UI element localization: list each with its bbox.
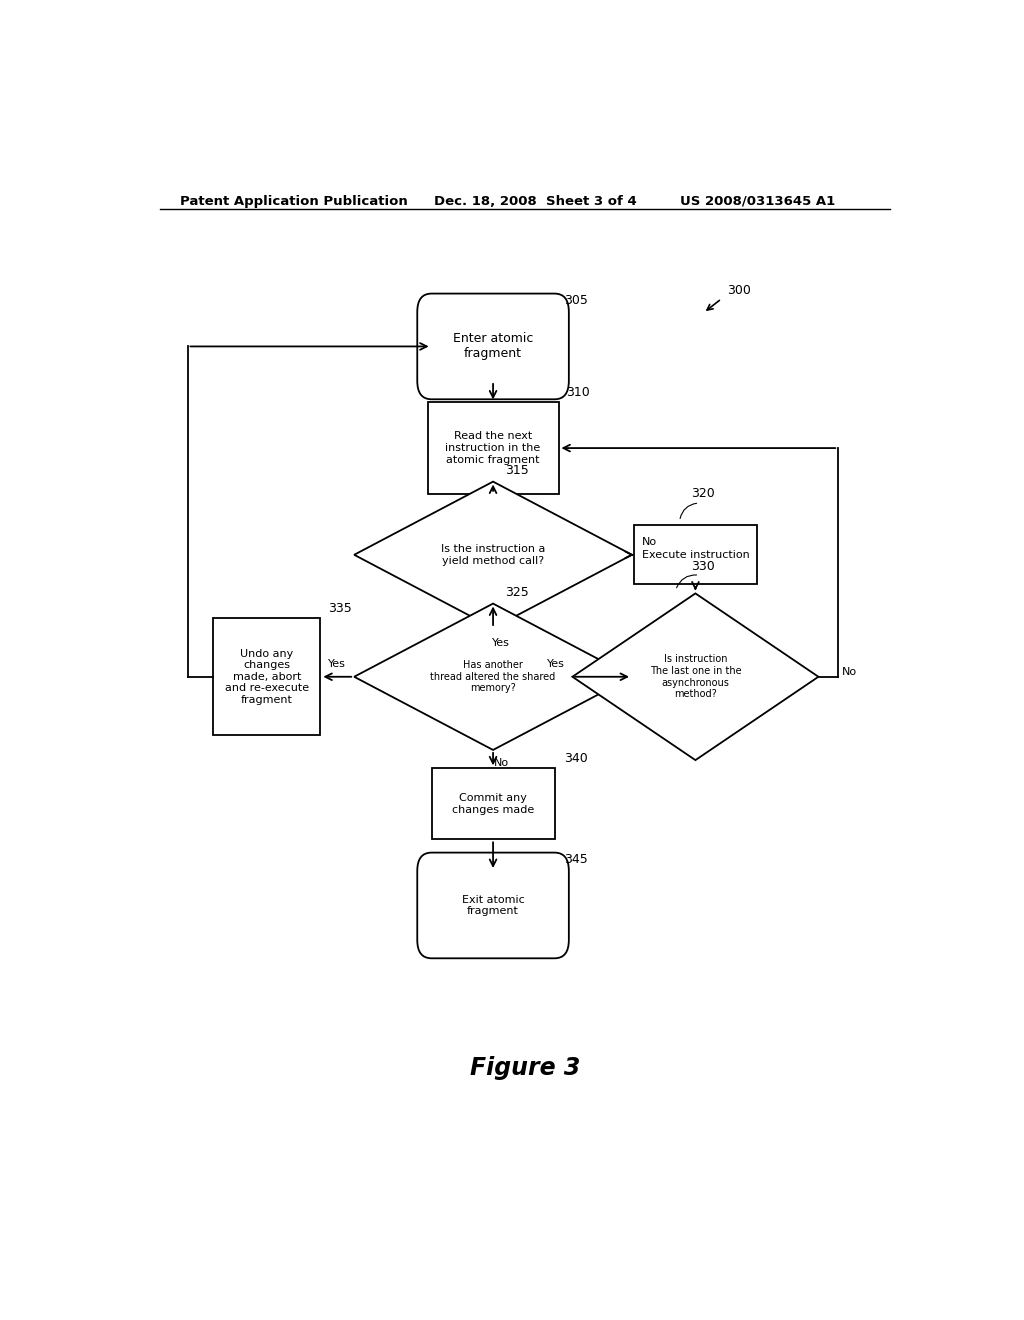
Text: Yes: Yes (547, 659, 564, 669)
Text: 315: 315 (505, 463, 528, 477)
Text: No: No (842, 667, 857, 677)
Text: Yes: Yes (329, 659, 346, 669)
Text: Is instruction
The last one in the
asynchronous
method?: Is instruction The last one in the async… (649, 655, 741, 700)
Text: Execute instruction: Execute instruction (642, 550, 750, 560)
Bar (428, 403, 558, 494)
Text: 335: 335 (329, 602, 352, 615)
Text: Commit any
changes made: Commit any changes made (452, 793, 535, 814)
FancyBboxPatch shape (417, 293, 569, 399)
Text: Yes: Yes (493, 638, 510, 648)
Polygon shape (354, 482, 632, 628)
Text: Patent Application Publication: Patent Application Publication (179, 194, 408, 207)
Text: Dec. 18, 2008  Sheet 3 of 4: Dec. 18, 2008 Sheet 3 of 4 (433, 194, 636, 207)
Text: 340: 340 (564, 752, 588, 766)
Text: Has another
thread altered the shared
memory?: Has another thread altered the shared me… (430, 660, 556, 693)
Text: Is the instruction a
yield method call?: Is the instruction a yield method call? (441, 544, 545, 565)
Text: 305: 305 (564, 294, 588, 306)
Text: 310: 310 (566, 387, 590, 399)
FancyBboxPatch shape (417, 853, 569, 958)
Text: 345: 345 (564, 853, 588, 866)
Bar (431, 768, 555, 840)
Text: Read the next
instruction in the
atomic fragment: Read the next instruction in the atomic … (445, 432, 541, 465)
Text: Figure 3: Figure 3 (470, 1056, 580, 1080)
Text: 320: 320 (691, 487, 715, 500)
Text: No: No (494, 758, 509, 768)
Bar (213, 618, 321, 735)
Bar (634, 525, 757, 585)
Polygon shape (354, 603, 632, 750)
Polygon shape (572, 594, 818, 760)
Text: No: No (641, 537, 656, 546)
Text: 330: 330 (691, 560, 715, 573)
Text: Exit atomic
fragment: Exit atomic fragment (462, 895, 524, 916)
Text: Undo any
changes
made, abort
and re-execute
fragment: Undo any changes made, abort and re-exec… (225, 648, 309, 705)
Text: 300: 300 (727, 284, 751, 297)
Text: Enter atomic
fragment: Enter atomic fragment (453, 333, 534, 360)
Text: US 2008/0313645 A1: US 2008/0313645 A1 (680, 194, 835, 207)
Text: 325: 325 (505, 586, 528, 598)
